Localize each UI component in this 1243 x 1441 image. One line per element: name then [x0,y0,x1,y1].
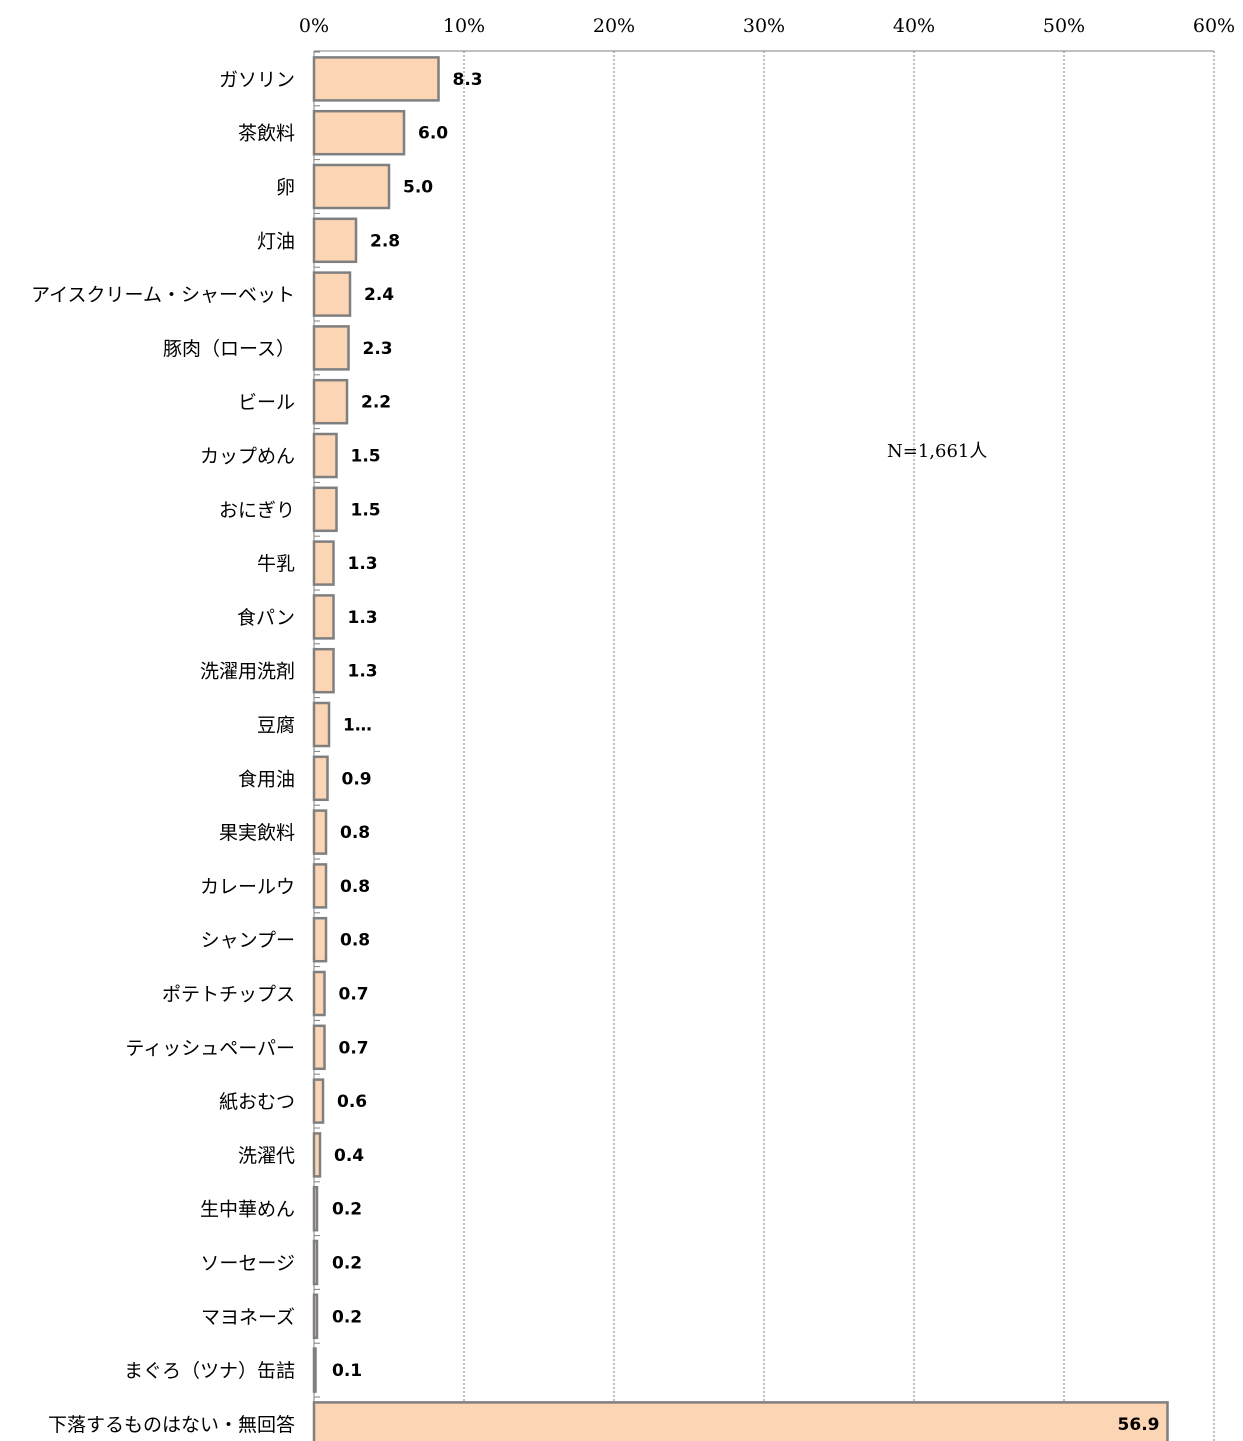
data-label: 0.2 [332,1200,362,1220]
category-label: 食パン [237,607,295,629]
data-label: 2.3 [363,339,393,359]
bar [312,755,329,802]
category-label: シャンプー [201,930,295,952]
category-label: おにぎり [219,499,295,521]
category-label: 洗濯用洗剤 [200,661,295,683]
bar [312,1132,322,1178]
category-label: 牛乳 [257,553,295,575]
category-label: 茶飲料 [238,123,295,145]
x-tick-label: 0% [299,15,329,37]
data-label: 2.2 [361,393,391,413]
category-label: カレールウ [200,876,295,898]
data-label: 5.0 [403,178,433,198]
bar [312,486,338,533]
data-label: 1.5 [351,500,381,520]
bar [312,271,352,317]
category-label: 下落するものはない・無回答 [48,1414,295,1436]
category-label: 豆腐 [257,715,295,737]
bar [312,970,326,1017]
x-tick-label: 40% [893,15,935,37]
bar [312,540,335,586]
value-labels: 8.3 6.0 5.0 2.8 2.4 2.3 2.2 1.5 1.5 1.3 1.3 1.3 1… 0.… [332,70,1160,1435]
data-label: 0.2 [332,1307,362,1327]
bars [312,51,1169,1441]
bar [312,809,328,855]
gridlines [463,51,1215,1441]
data-label: 0.7 [339,985,369,1005]
bar [312,109,406,156]
data-label: 2.8 [370,231,400,251]
category-label: 紙おむつ [219,1091,295,1113]
x-axis-tick-labels: 0% 10% 20% 30% 40% 50% 60% [299,15,1235,37]
bar [312,1401,1169,1441]
data-label: 0.7 [339,1038,369,1058]
category-label: ポテトチップス [162,984,295,1006]
data-label: 8.3 [453,70,483,90]
x-tick-label: 30% [743,15,785,37]
bar [312,647,335,694]
bar [312,594,335,640]
data-label: 0.6 [337,1092,367,1112]
category-label: アイスクリーム・シャーベット [31,284,295,306]
data-label: 56.9 [1118,1415,1160,1435]
x-tick-label: 60% [1193,15,1235,37]
category-label: ビール [238,392,295,414]
data-label: 0.4 [334,1146,364,1166]
category-label: 灯油 [257,230,295,252]
category-label: 食用油 [238,768,295,790]
data-label: 2.4 [364,285,394,305]
category-label: 卵 [276,177,295,199]
data-label: 0.9 [342,769,372,789]
category-label: 豚肉（ロース） [163,338,295,360]
category-label: マヨネーズ [201,1306,295,1328]
category-label: まぐろ（ツナ）缶詰 [124,1360,295,1382]
data-label: 0.8 [340,931,370,951]
bar [312,325,350,371]
x-tick-label: 20% [593,15,635,37]
data-label: 0.8 [340,823,370,843]
bar [312,863,328,909]
data-label: 0.2 [332,1254,362,1274]
data-label: 1.3 [348,554,378,574]
bar [312,916,328,963]
category-label: ガソリン [219,69,295,91]
bar [312,217,358,264]
data-label: 0.8 [340,877,370,897]
bar [312,1024,326,1071]
bar [312,701,331,748]
bar [312,432,338,479]
data-label: 0.1 [332,1361,362,1381]
bar [312,163,391,210]
category-label: ソーセージ [200,1253,295,1275]
category-label: 洗濯代 [238,1145,295,1167]
bar [312,1078,325,1124]
data-label: 1.3 [348,662,378,682]
category-label: 生中華めん [200,1199,295,1221]
bar [312,378,349,425]
data-label: 1.3 [348,608,378,628]
category-label: 果実飲料 [219,822,295,844]
category-label: ティッシュペーパー [125,1037,295,1059]
x-tick-label: 10% [443,15,485,37]
data-label: 1.5 [351,447,381,467]
bar [312,56,440,102]
data-label: 1… [343,716,372,736]
category-label: カップめん [200,446,295,468]
data-label: 6.0 [418,124,448,144]
sample-size-annotation: N=1,661人 [887,441,987,462]
x-tick-label: 50% [1043,15,1085,37]
